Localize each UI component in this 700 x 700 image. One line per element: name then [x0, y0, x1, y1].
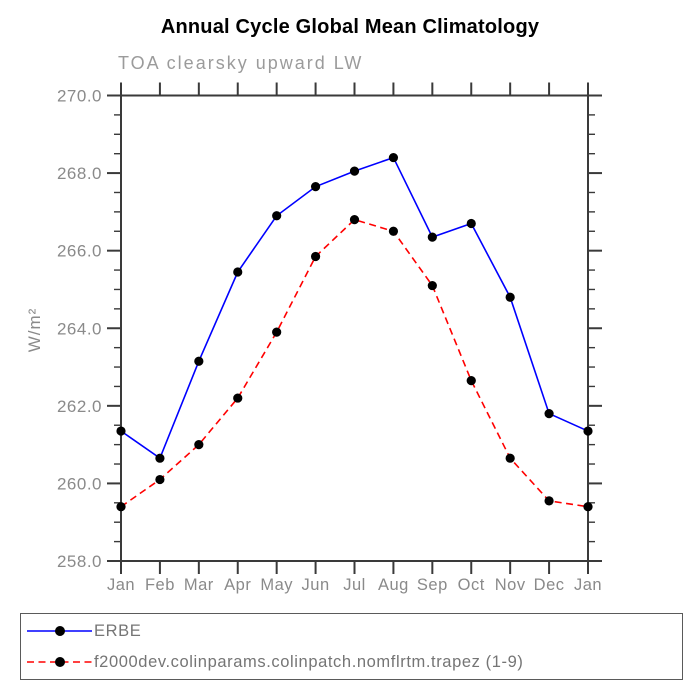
data-point-marker [505, 453, 515, 463]
data-point-marker [233, 393, 243, 403]
data-point-marker [427, 232, 437, 242]
data-point-marker [427, 280, 437, 291]
series-line [120, 218, 589, 508]
data-point-marker [544, 408, 554, 419]
data-point-marker [116, 502, 126, 512]
chart-subtitle: TOA clearsky upward LW [118, 53, 364, 73]
legend-box: ERBE f2000dev.colinparams.colinpatch.nom… [20, 613, 683, 680]
x-tick-label: Jun [302, 576, 330, 594]
legend-label-model: f2000dev.colinparams.colinpatch.nomflrtm… [94, 652, 524, 671]
chart-title: Annual Cycle Global Mean Climatology [160, 16, 540, 38]
x-tick-label: May [260, 576, 293, 594]
data-point-marker [466, 376, 476, 386]
data-point-marker [349, 166, 360, 176]
data-point-marker [155, 474, 165, 485]
plot-frame [120, 94, 589, 562]
data-point-marker [272, 327, 282, 337]
x-tick-labels: Jan Feb Mar Apr May Jun Jul Aug Sep Oct Nov Dec Jan [107, 576, 602, 594]
x-tick-label: Aug [378, 576, 409, 594]
legend-row-erbe: ERBE [21, 617, 682, 645]
data-point-marker [194, 440, 204, 450]
x-tick-label: Oct [458, 576, 485, 594]
data-point-marker [155, 453, 165, 463]
y-tick-label: 266.0 [57, 242, 102, 261]
x-tick-label: Mar [184, 576, 214, 594]
data-point-marker [194, 356, 204, 366]
y-tick-label: 270.0 [57, 87, 102, 106]
legend-label-erbe: ERBE [94, 621, 142, 640]
series-line [120, 156, 589, 460]
data-point-marker [349, 215, 360, 225]
data-point-marker [583, 502, 593, 512]
x-tick-label: Sep [417, 576, 448, 594]
data-point-marker [388, 152, 399, 163]
x-tick-label: Apr [224, 576, 251, 594]
data-point-marker [310, 182, 321, 192]
y-tick-label: 264.0 [57, 319, 102, 338]
axis-ticks [107, 82, 602, 574]
y-tick-labels: 270.0 268.0 266.0 264.0 262.0 260.0 258.0 [57, 87, 102, 572]
data-point-marker [272, 211, 282, 221]
data-point-marker [505, 292, 515, 302]
x-tick-label: Feb [145, 576, 175, 594]
data-point-marker [116, 426, 126, 436]
y-tick-label: 268.0 [57, 164, 102, 183]
data-point-marker [233, 267, 243, 277]
erbe-line-sample [27, 626, 92, 636]
series-erbe [116, 152, 593, 463]
x-tick-label: Nov [495, 576, 526, 594]
x-tick-label: Jul [343, 576, 366, 594]
model-line-sample [27, 657, 92, 667]
x-tick-label: Jan [107, 576, 135, 594]
data-point-marker [310, 251, 321, 262]
x-tick-label: Dec [534, 576, 565, 594]
y-tick-label: 260.0 [57, 474, 102, 493]
data-point-marker [388, 226, 399, 236]
x-tick-label: Jan [574, 576, 602, 594]
series-model [116, 215, 593, 512]
y-tick-label: 262.0 [57, 397, 102, 416]
data-point-marker [544, 496, 554, 506]
y-tick-label: 258.0 [57, 552, 102, 571]
legend-row-model: f2000dev.colinparams.colinpatch.nomflrtm… [21, 648, 682, 676]
data-point-marker [583, 426, 593, 436]
data-point-marker [466, 218, 476, 229]
